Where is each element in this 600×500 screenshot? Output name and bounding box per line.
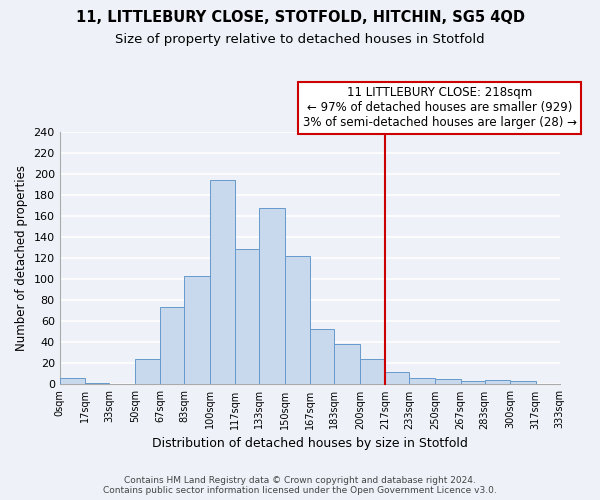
X-axis label: Distribution of detached houses by size in Stotfold: Distribution of detached houses by size …	[152, 437, 467, 450]
Bar	[285, 256, 310, 384]
Bar	[360, 359, 385, 384]
Bar	[385, 372, 409, 384]
Bar	[485, 380, 510, 384]
Y-axis label: Number of detached properties: Number of detached properties	[15, 165, 28, 351]
Text: 11 LITTLEBURY CLOSE: 218sqm
← 97% of detached houses are smaller (929)
3% of sem: 11 LITTLEBURY CLOSE: 218sqm ← 97% of det…	[302, 86, 577, 130]
Bar	[334, 344, 360, 385]
Bar	[461, 382, 485, 384]
Bar	[259, 208, 285, 384]
Bar	[235, 248, 259, 384]
Bar	[435, 379, 461, 384]
Bar	[135, 359, 160, 384]
Bar	[310, 328, 334, 384]
Text: Size of property relative to detached houses in Stotfold: Size of property relative to detached ho…	[115, 32, 485, 46]
Bar	[184, 276, 210, 384]
Bar	[409, 378, 435, 384]
Text: Contains HM Land Registry data © Crown copyright and database right 2024.
Contai: Contains HM Land Registry data © Crown c…	[103, 476, 497, 495]
Bar	[59, 378, 85, 384]
Text: 11, LITTLEBURY CLOSE, STOTFOLD, HITCHIN, SG5 4QD: 11, LITTLEBURY CLOSE, STOTFOLD, HITCHIN,…	[76, 10, 524, 25]
Bar	[210, 180, 235, 384]
Bar	[510, 382, 536, 384]
Bar	[160, 306, 184, 384]
